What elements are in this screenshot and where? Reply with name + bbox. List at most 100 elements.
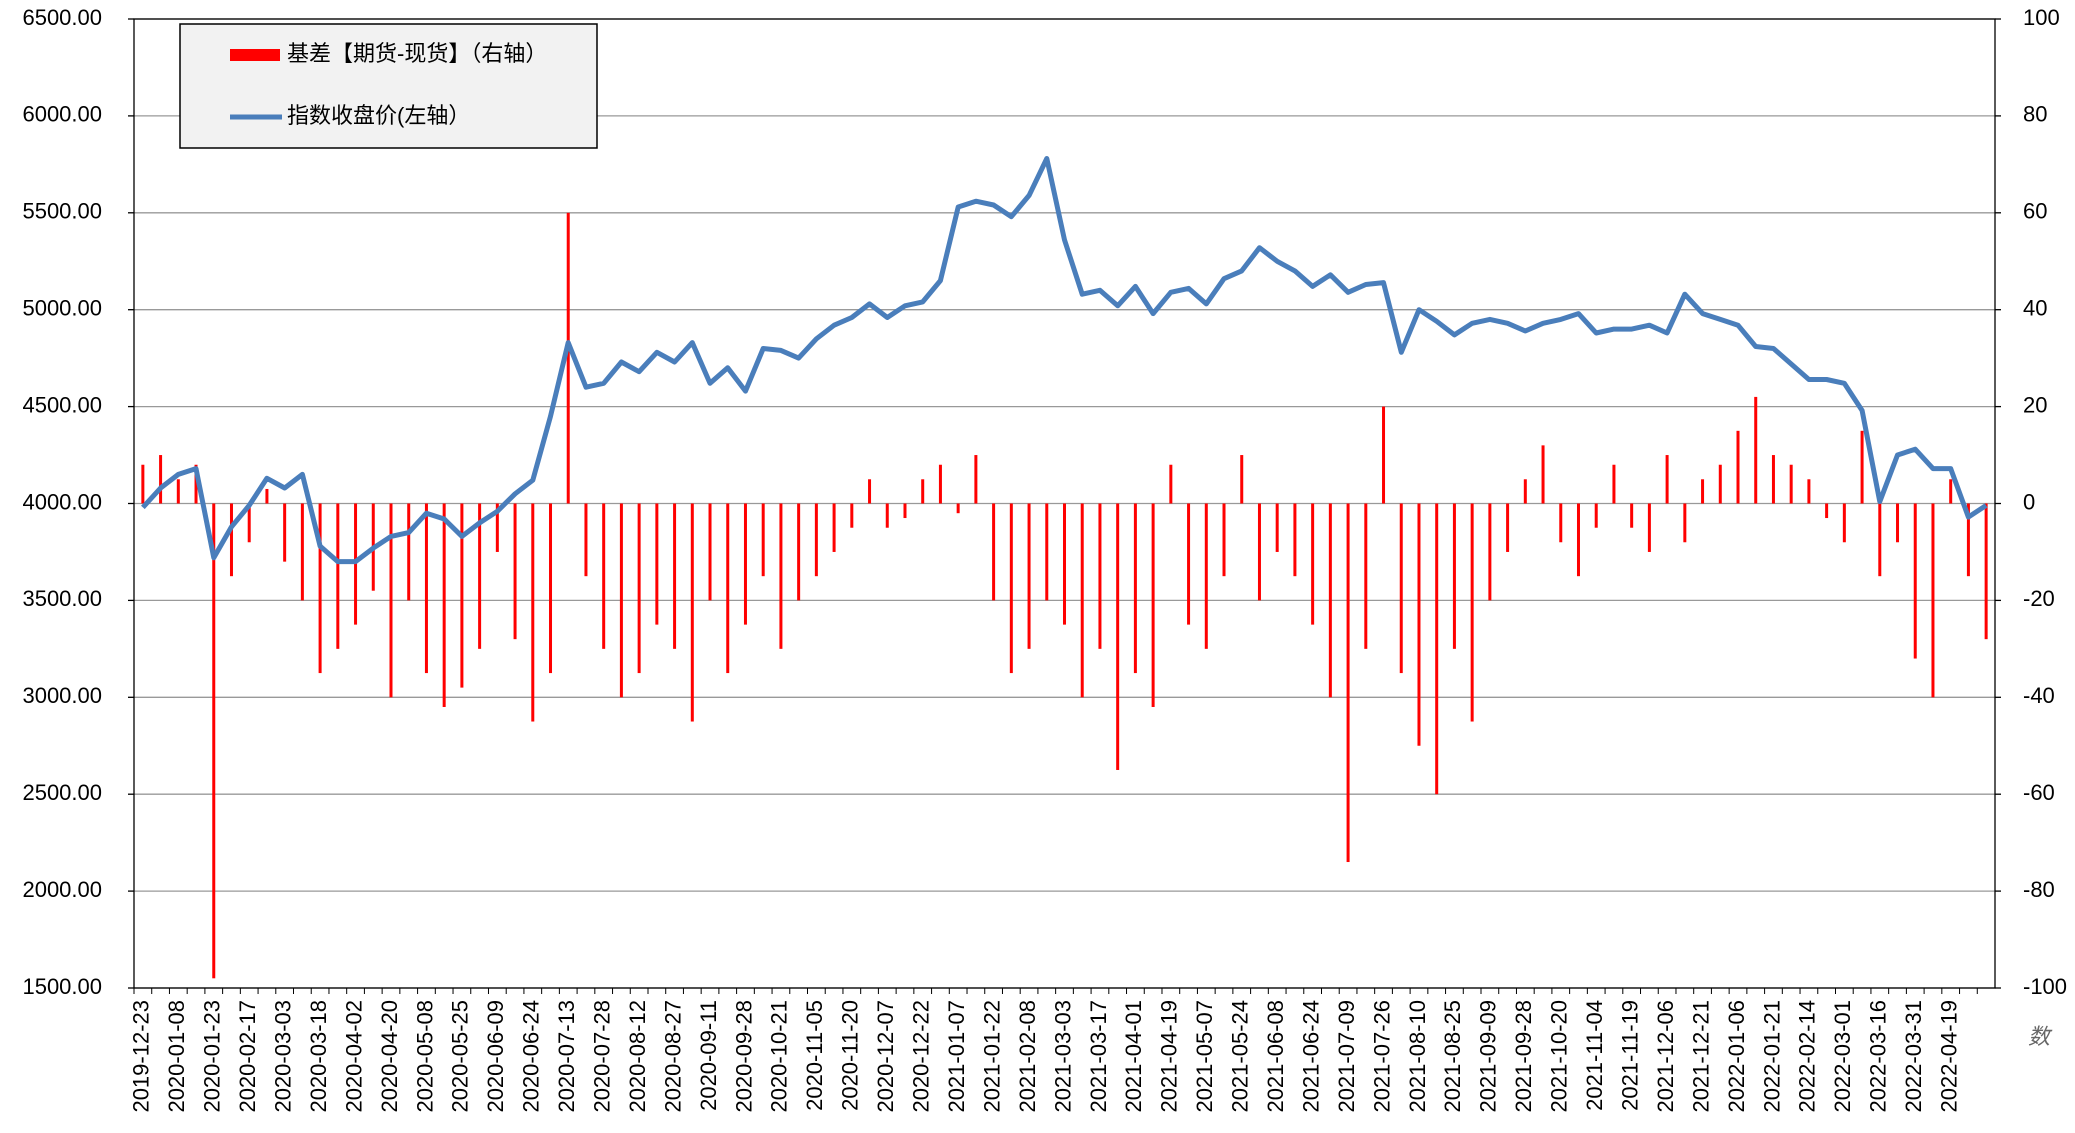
y-tick-label: 4500.00 (22, 392, 102, 417)
x-tick-label: 2020-06-09 (483, 1000, 508, 1113)
x-tick-label: 2020-07-28 (589, 1000, 614, 1113)
bar (1293, 503, 1297, 577)
bar (850, 503, 854, 528)
bar (743, 503, 747, 625)
bar (1346, 503, 1350, 863)
x-tick-label: 2020-09-28 (731, 1000, 756, 1113)
x-tick-label: 2021-10-20 (1547, 1000, 1572, 1113)
bar (212, 503, 216, 979)
bar (1222, 503, 1226, 577)
bar (247, 503, 251, 543)
y2-tick-label: 20 (2023, 392, 2047, 417)
x-tick-label: 2021-03-17 (1086, 1000, 1111, 1113)
bar (797, 503, 801, 601)
x-tick-label: 2020-06-24 (519, 1000, 544, 1113)
x-tick-label: 2020-03-18 (306, 1000, 331, 1113)
bar (619, 503, 623, 698)
bar (1576, 503, 1580, 577)
bar (708, 503, 712, 601)
y2-tick-label: 40 (2023, 296, 2047, 321)
y2-tick-label: 60 (2023, 199, 2047, 224)
bar (832, 503, 836, 552)
legend-box (179, 23, 598, 149)
bar (1559, 503, 1563, 543)
bar (1789, 464, 1793, 504)
x-tick-label: 2020-10-21 (767, 1000, 792, 1113)
bar (1931, 503, 1935, 698)
bar (1506, 503, 1510, 552)
x-tick-label: 2021-05-07 (1192, 1000, 1217, 1113)
bar (1718, 464, 1722, 504)
x-tick-label: 2022-02-14 (1795, 1000, 1820, 1113)
bar (1754, 396, 1758, 504)
x-tick-label: 2021-09-28 (1511, 1000, 1536, 1113)
bar (566, 212, 570, 504)
bar (1612, 464, 1616, 504)
bar (1488, 503, 1492, 601)
bar (1984, 503, 1988, 640)
x-tick-label: 2020-11-05 (802, 1000, 827, 1111)
y-tick-label: 5500.00 (22, 199, 102, 224)
x-tick-label: 2020-04-02 (341, 1000, 366, 1113)
bar (1098, 503, 1102, 649)
x-tick-label: 2022-01-21 (1759, 1000, 1784, 1113)
bar (921, 479, 925, 504)
bar (1896, 503, 1900, 543)
y2-tick-label: -80 (2023, 877, 2055, 902)
legend-swatch (230, 49, 280, 61)
bar (1913, 503, 1917, 659)
bar (1523, 479, 1527, 504)
y-tick-label: 1500.00 (22, 974, 102, 999)
bar (407, 503, 411, 601)
bar (1630, 503, 1634, 528)
bar (1470, 503, 1474, 722)
x-tick-label: 2020-07-13 (554, 1000, 579, 1113)
bar (1541, 445, 1545, 504)
bar (1382, 406, 1386, 504)
x-tick-label: 2020-05-25 (448, 1000, 473, 1113)
x-tick-label: 2020-05-08 (412, 1000, 437, 1113)
x-tick-label: 2021-07-26 (1369, 1000, 1394, 1113)
bar (229, 503, 233, 577)
bar (726, 503, 730, 674)
bar (1009, 503, 1013, 674)
x-tick-label: 2021-06-24 (1298, 1000, 1323, 1113)
bar (1240, 455, 1244, 504)
x-tick-label: 2021-05-24 (1228, 1000, 1253, 1113)
x-tick-label: 2020-08-27 (660, 1000, 685, 1113)
x-tick-label: 2021-08-25 (1440, 1000, 1465, 1113)
x-tick-label: 2020-04-20 (377, 1000, 402, 1113)
y-tick-label: 4000.00 (22, 489, 102, 514)
y2-tick-label: -20 (2023, 586, 2055, 611)
bar (1133, 503, 1137, 674)
x-tick-label: 2021-12-21 (1688, 1000, 1713, 1113)
bar (637, 503, 641, 674)
bar (1063, 503, 1066, 625)
bar (159, 455, 163, 504)
y2-tick-label: -100 (2023, 974, 2067, 999)
y2-tick-label: 80 (2023, 102, 2047, 127)
bar (903, 503, 907, 519)
bar (761, 503, 765, 577)
x-tick-label: 2020-01-08 (164, 1000, 189, 1113)
y-tick-label: 3500.00 (22, 586, 102, 611)
bar (1771, 455, 1775, 504)
bar (1594, 503, 1598, 528)
bar (265, 488, 269, 504)
bar (1187, 503, 1191, 625)
bar (389, 503, 393, 698)
bar (424, 503, 428, 674)
bar (1736, 430, 1740, 504)
bar (1452, 503, 1456, 649)
bar (1116, 503, 1120, 770)
y-tick-label: 6500.00 (22, 5, 102, 30)
watermark: 数 (2028, 1024, 2053, 1049)
y2-tick-label: 0 (2023, 489, 2035, 514)
bar (1966, 503, 1970, 577)
y2-tick-label: -60 (2023, 780, 2055, 805)
x-tick-label: 2021-04-01 (1121, 1000, 1146, 1113)
x-tick-label: 2020-12-22 (909, 1000, 934, 1113)
bar (938, 464, 942, 504)
